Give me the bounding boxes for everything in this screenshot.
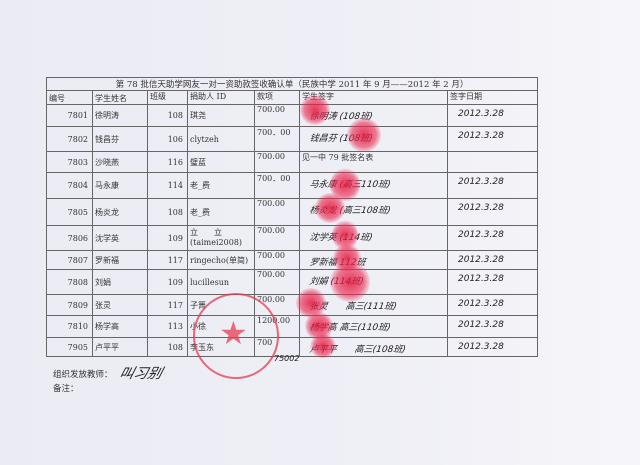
table-row: 7802 钱昌芬 106 clytzeh 700．00 钱昌芬 (108班) 2012.3.… bbox=[46, 126, 539, 152]
sign-date: 2012.3.28 bbox=[458, 131, 504, 141]
class-number: 116 bbox=[167, 157, 183, 167]
form-title: 第 78 批信天助学网友一对一资助款签收确认单（民族中学 2011 年 9 月—… bbox=[45, 77, 539, 91]
student-name: 刘娟 bbox=[95, 277, 111, 287]
student-signature: 刘娟 (114班) bbox=[308, 277, 365, 287]
sign-date: 2012.3.28 bbox=[458, 177, 504, 187]
amount: 700.00 bbox=[257, 270, 285, 280]
table-row: 7801 徐明涛 108 琪尧 700.00 徐明涛 (108班) 2012.3.28 bbox=[46, 104, 539, 127]
sign-date bbox=[450, 155, 458, 159]
class-number: 108 bbox=[167, 111, 183, 120]
student-signature: 马永康 (高三110班) bbox=[308, 180, 392, 190]
class-number: 108 bbox=[167, 342, 183, 352]
amount: 700．00 bbox=[257, 128, 291, 137]
amount: 700.00 bbox=[257, 295, 285, 305]
column-header: 班级 bbox=[147, 90, 188, 105]
table-row: 7806 沈学英 109 立 立 (taimei2008) 700.00 沈学英 (114… bbox=[46, 225, 539, 251]
sign-date: 2012.3.28 bbox=[458, 203, 504, 213]
star-icon: ★ bbox=[219, 314, 248, 352]
sign-date: 2012.3.28 bbox=[458, 320, 504, 330]
student-name: 杨炎龙 bbox=[95, 207, 119, 217]
table-row: 7810 杨学高 113 小徐 1200.00 杨学高 高三(110班) 2012.3.28 bbox=[46, 315, 539, 338]
student-name: 沙晓燕 bbox=[95, 157, 119, 167]
donor-id: 老_费 bbox=[190, 181, 210, 190]
row-id: 7810 bbox=[67, 322, 88, 331]
amount: 700.00 bbox=[257, 152, 285, 162]
class-number: 113 bbox=[167, 322, 183, 331]
remarks-label: 备注： bbox=[53, 384, 79, 394]
row-id: 7807 bbox=[67, 255, 88, 265]
donor-id: 子箐 bbox=[190, 300, 206, 310]
row-id: 7809 bbox=[67, 300, 88, 310]
amount: 700.00 bbox=[257, 105, 285, 115]
table-row: 7805 杨炎龙 108 老_费 700.00 杨炎龙 (高三108班) 2012.3.28 bbox=[46, 198, 539, 226]
column-header: 编号 bbox=[46, 90, 93, 105]
row-id: 7803 bbox=[67, 157, 88, 167]
column-header: 学生签字 bbox=[299, 90, 448, 105]
row-id: 7802 bbox=[67, 134, 88, 144]
school-seal: ★ bbox=[193, 293, 279, 379]
student-name: 卢平平 bbox=[95, 342, 119, 352]
student-signature: 钱昌芬 (108班) bbox=[308, 134, 374, 144]
receipt-table: 第 78 批信天助学网友一对一资助款签收确认单（民族中学 2011 年 9 月—… bbox=[45, 77, 539, 357]
sign-date: 2012.3.28 bbox=[458, 342, 504, 352]
column-header: 学生姓名 bbox=[92, 90, 148, 105]
student-signature: 卢平平 高三(108班) bbox=[308, 345, 407, 355]
donor-id: 琪尧 bbox=[190, 111, 206, 120]
row-id: 7805 bbox=[67, 207, 88, 217]
table-row: 7808 刘娟 109 lucillesun 700.00 刘娟 (114班) 2012.3… bbox=[46, 269, 539, 295]
handwritten-note: 75002 bbox=[274, 354, 300, 363]
class-number: 117 bbox=[167, 300, 183, 310]
row-id: 7801 bbox=[67, 111, 88, 120]
class-number: 117 bbox=[167, 255, 183, 265]
table-row: 7807 罗新福 117 ringecho(单简) 700.00 罗新福 112班 2012… bbox=[46, 250, 539, 270]
teacher-label: 组织发放教师： bbox=[53, 370, 113, 380]
class-number: 109 bbox=[167, 277, 183, 287]
row-id: 7806 bbox=[67, 233, 88, 243]
amount: 700.00 bbox=[257, 199, 285, 209]
donor-id: 立 立 (taimei2008) bbox=[190, 228, 243, 247]
student-signature: 罗新福 112班 bbox=[308, 258, 367, 268]
student-signature: 沈学英 (114班) bbox=[308, 233, 374, 243]
student-name: 杨学高 bbox=[95, 322, 119, 331]
class-number: 106 bbox=[167, 134, 183, 144]
donor-id: lucillesun bbox=[190, 277, 230, 287]
amount: 700.00 bbox=[257, 251, 285, 261]
sign-date: 2012.3.28 bbox=[458, 109, 504, 119]
student-name: 马永康 bbox=[95, 181, 119, 190]
amount: 700.00 bbox=[257, 226, 285, 236]
sign-date: 2012.3.28 bbox=[458, 299, 504, 309]
row-id: 7804 bbox=[67, 181, 88, 190]
amount: 700．00 bbox=[257, 174, 291, 183]
student-name: 徐明涛 bbox=[95, 111, 119, 120]
row-id: 7808 bbox=[67, 277, 88, 287]
sign-date: 2012.3.28 bbox=[458, 255, 504, 265]
class-number: 108 bbox=[167, 207, 183, 217]
column-header: 捐助人 ID bbox=[187, 90, 255, 105]
table-row: 7804 马永康 114 老_费 700．00 马永康 (高三110班) 2012.3.28 bbox=[46, 172, 539, 199]
student-signature: 张灵 高三(111班) bbox=[308, 302, 398, 312]
student-name: 沈学英 bbox=[95, 233, 119, 243]
row-id: 7905 bbox=[67, 342, 88, 352]
donor-id: 璧蓝 bbox=[190, 157, 206, 167]
column-header: 款项 bbox=[254, 90, 300, 105]
donor-id: clytzeh bbox=[190, 134, 219, 144]
student-name: 罗新福 bbox=[95, 255, 119, 265]
column-header: 签字日期 bbox=[446, 90, 539, 105]
teacher-signature: 叫习别 bbox=[117, 366, 164, 382]
student-signature: 杨学高 高三(110班) bbox=[308, 323, 392, 333]
donor-id: 老_费 bbox=[190, 207, 210, 217]
class-number: 114 bbox=[167, 181, 183, 190]
table-row: 7803 沙晓燕 116 璧蓝 700.00 见一中 79 批签名表 bbox=[46, 151, 539, 173]
donor-id: ringecho(单简) bbox=[190, 255, 249, 265]
table-row: 7809 张灵 117 子箐 700.00 张灵 高三(111班) 2012.3.28 bbox=[46, 294, 539, 316]
student-name: 张灵 bbox=[95, 300, 111, 310]
student-signature: 徐明涛 (108班) bbox=[308, 112, 374, 122]
sign-date: 2012.3.28 bbox=[458, 274, 504, 284]
sign-date: 2012.3.28 bbox=[458, 230, 504, 240]
class-number: 109 bbox=[167, 233, 183, 243]
student-name: 钱昌芬 bbox=[95, 134, 119, 144]
student-signature: 杨炎龙 (高三108班) bbox=[308, 206, 392, 216]
student-signature: 见一中 79 批签名表 bbox=[302, 153, 374, 162]
